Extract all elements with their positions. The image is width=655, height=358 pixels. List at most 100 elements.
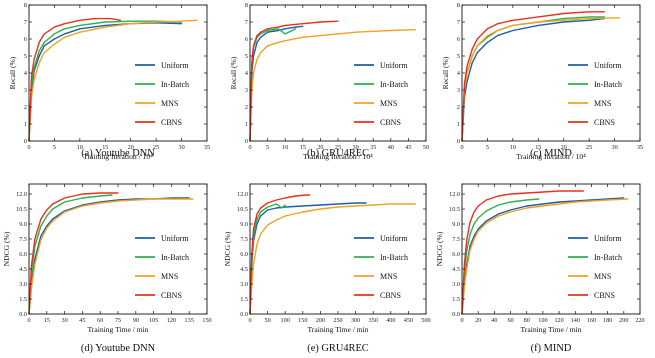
data-point [509, 193, 512, 195]
data-point [64, 201, 66, 203]
x-tick-label: 120 [167, 317, 176, 324]
data-point [486, 41, 488, 44]
y-tick-label: 3.0 [19, 281, 27, 288]
y-tick-label: 6.0 [452, 251, 460, 258]
series-line [28, 194, 113, 315]
data-point [509, 211, 512, 213]
x-tick-label: 150 [298, 317, 307, 324]
x-tick-label: 30 [62, 317, 68, 324]
legend-label: Uniform [594, 61, 622, 70]
data-point [473, 235, 475, 237]
y-tick-label: 1.5 [19, 296, 27, 303]
data-point [473, 238, 475, 240]
legend-label: In-Batch [161, 80, 189, 89]
series-line [28, 198, 193, 315]
data-point [477, 217, 479, 219]
x-axis-label: Training Time / min [520, 325, 581, 334]
data-point [537, 21, 539, 23]
y-tick-label: 0 [245, 138, 248, 145]
data-point [497, 23, 499, 25]
data-point [30, 75, 33, 77]
data-point [512, 24, 514, 26]
data-point [192, 198, 194, 200]
data-point [563, 21, 565, 23]
y-tick-label: 0.0 [240, 311, 248, 318]
data-point [372, 204, 374, 206]
data-point [466, 65, 468, 67]
series-line [28, 17, 121, 142]
data-point [477, 230, 479, 232]
y-axis-label: NDCG (%) [2, 231, 11, 266]
data-point [295, 28, 297, 30]
data-point [477, 205, 479, 207]
legend-label: CBNS [594, 291, 615, 300]
data-point [463, 82, 466, 84]
y-tick-label: 2 [245, 104, 248, 111]
x-tick-label: 105 [149, 317, 158, 324]
data-point [284, 206, 286, 208]
data-point [558, 190, 560, 192]
data-point [466, 249, 468, 251]
data-point [267, 206, 269, 208]
data-point [81, 205, 83, 207]
x-tick-label: 30 [178, 144, 184, 151]
x-axis-label: Training Time / min [87, 325, 148, 334]
data-point [607, 199, 609, 201]
data-point [277, 28, 279, 30]
series-line [28, 20, 182, 142]
x-tick-label: 50 [423, 144, 429, 151]
y-tick-label: 0 [457, 138, 460, 145]
data-point [34, 258, 36, 260]
y-tick-label: 6 [245, 36, 248, 43]
x-tick-label: 200 [619, 317, 628, 324]
data-point [34, 238, 36, 240]
data-point [40, 239, 42, 241]
series-line [28, 22, 182, 142]
data-point [558, 201, 560, 203]
x-tick-label: 25 [335, 144, 341, 151]
y-tick-label: 3 [245, 87, 248, 94]
data-point [463, 285, 465, 287]
series-line [461, 198, 628, 315]
data-point [623, 197, 625, 199]
data-point [153, 198, 155, 200]
y-tick-label: 1 [245, 121, 248, 128]
data-point [485, 210, 487, 212]
legend-label: In-Batch [594, 80, 622, 89]
data-point [588, 11, 590, 13]
data-point [497, 213, 499, 215]
data-point [537, 24, 539, 26]
data-point [563, 18, 565, 20]
data-point [302, 36, 304, 38]
legend-label: Uniform [161, 61, 189, 70]
data-point [267, 202, 269, 204]
data-point [256, 41, 258, 44]
data-point [38, 41, 40, 44]
y-tick-label: 2 [24, 104, 27, 111]
data-point [302, 25, 304, 27]
data-point [277, 41, 279, 44]
y-tick-label: 4.5 [240, 266, 248, 273]
x-tick-label: 180 [603, 317, 612, 324]
x-tick-label: 60 [507, 317, 513, 324]
legend-label: MNS [380, 272, 397, 281]
data-point [372, 30, 374, 32]
data-point [337, 33, 339, 35]
data-point [509, 201, 512, 203]
data-point [46, 209, 48, 211]
y-tick-label: 6 [457, 36, 460, 43]
data-point [260, 52, 262, 54]
x-tick-label: 40 [388, 144, 394, 151]
y-axis-label: Recall (%) [8, 56, 17, 89]
legend-label: CBNS [161, 118, 182, 127]
data-point [267, 31, 269, 33]
data-point [526, 192, 528, 194]
data-point [38, 50, 40, 52]
data-point [52, 208, 54, 210]
data-point [281, 207, 283, 209]
data-point [64, 33, 66, 35]
legend-label: MNS [380, 99, 397, 108]
y-tick-label: 7.5 [19, 236, 27, 243]
y-tick-label: 10.5 [237, 206, 248, 213]
data-point [407, 203, 409, 205]
